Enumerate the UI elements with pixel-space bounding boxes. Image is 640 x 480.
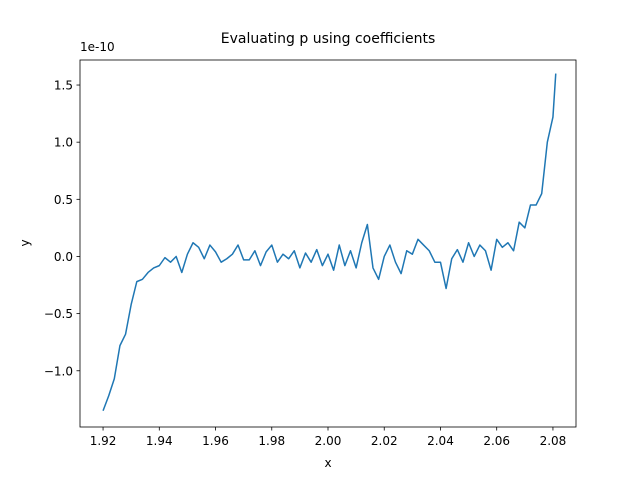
data-line <box>102 73 557 412</box>
x-tick-label: 2.00 <box>315 434 342 448</box>
y-tick-label: 0.5 <box>54 193 73 207</box>
y-axis-label: y <box>18 239 32 246</box>
x-tick-label: 2.06 <box>483 434 510 448</box>
x-tick-label: 1.98 <box>258 434 285 448</box>
y-tick-label: 1.5 <box>54 79 73 93</box>
y-offset-label: 1e-10 <box>80 40 115 54</box>
x-tick-label: 1.94 <box>146 434 173 448</box>
plot-frame <box>79 59 577 428</box>
x-tick-label: 2.08 <box>540 434 567 448</box>
x-tick-label: 2.04 <box>427 434 454 448</box>
chart-title: Evaluating p using coefficients <box>221 31 436 47</box>
x-tick-label: 2.02 <box>371 434 398 448</box>
y-tick-label: 1.0 <box>54 136 73 150</box>
x-tick-label: 1.96 <box>202 434 229 448</box>
y-tick-label: −1.0 <box>44 364 73 378</box>
x-tick-label: 1.92 <box>90 434 117 448</box>
y-tick-label: −0.5 <box>44 307 73 321</box>
y-tick-label: 0.0 <box>54 250 73 264</box>
x-axis-label: x <box>324 456 331 470</box>
